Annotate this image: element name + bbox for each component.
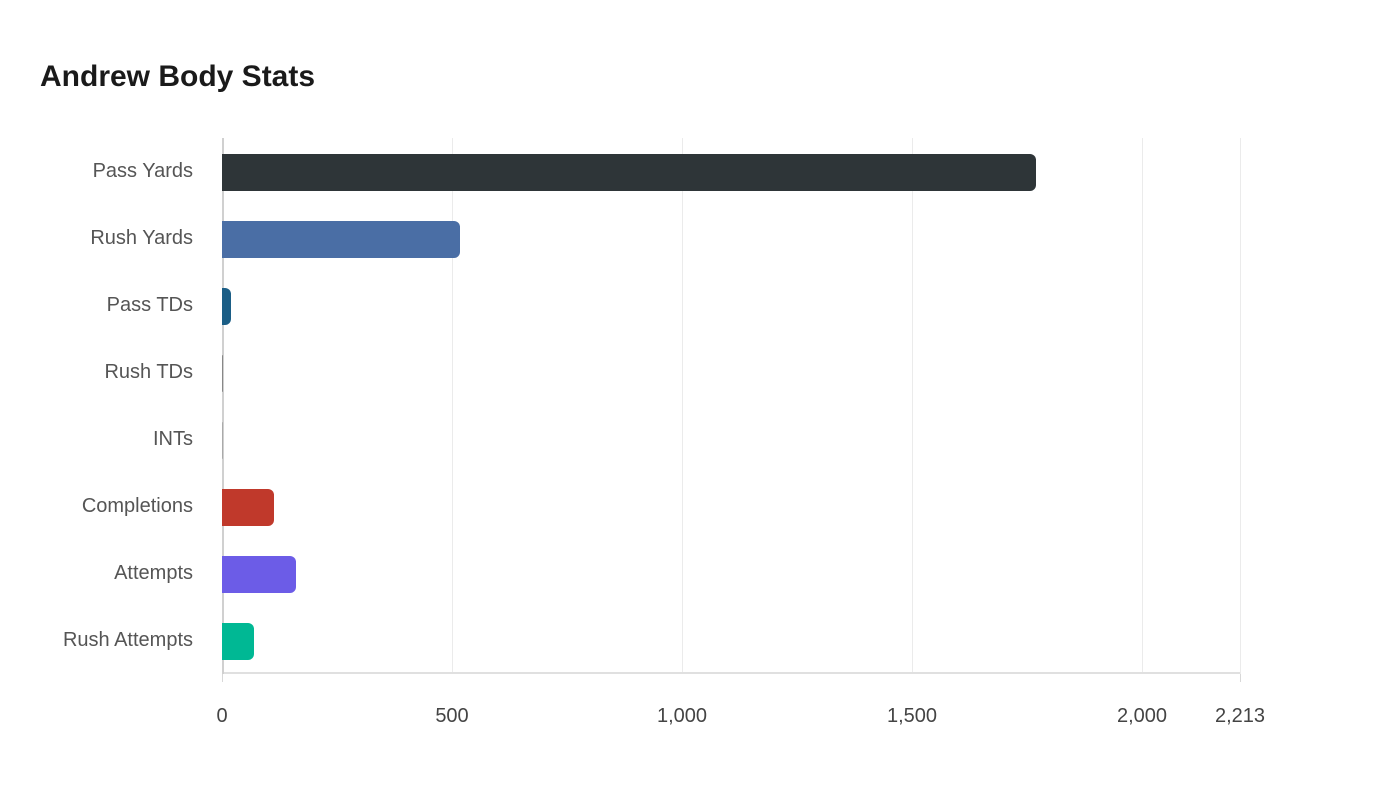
x-tick-label: 1,000 [656, 705, 708, 727]
bar[interactable] [222, 154, 1037, 191]
x-tick-label: 2,213 [1214, 705, 1266, 727]
category-label: Attempts [114, 562, 193, 584]
bar[interactable] [222, 288, 232, 325]
x-axis [222, 672, 1240, 674]
gridline [1142, 138, 1143, 674]
category-label: Rush Yards [90, 227, 193, 249]
chart-title: Andrew Body Stats [40, 60, 316, 93]
x-tick-label: 500 [435, 705, 469, 727]
gridline [912, 138, 913, 674]
x-tick-label: 1,500 [886, 705, 938, 727]
bar[interactable] [222, 556, 297, 593]
gridline [1240, 138, 1241, 674]
x-tick-label: 0 [216, 705, 228, 727]
gridline [452, 138, 453, 674]
plot-area [222, 138, 1241, 682]
bar[interactable] [222, 221, 460, 258]
y-axis [222, 138, 224, 674]
tick [1240, 674, 1241, 682]
gridline [682, 138, 683, 674]
category-label: Pass Yards [92, 160, 193, 182]
bar[interactable] [222, 623, 255, 660]
category-label: Rush TDs [104, 361, 193, 383]
bar[interactable] [222, 355, 224, 392]
bar[interactable] [222, 422, 223, 459]
category-label: Rush Attempts [62, 629, 193, 651]
x-tick-label: 2,000 [1116, 705, 1168, 727]
category-label: INTs [153, 428, 193, 450]
bar[interactable] [222, 489, 274, 526]
category-label: Pass TDs [106, 294, 193, 316]
category-label: Completions [81, 495, 193, 517]
tick [222, 674, 223, 682]
